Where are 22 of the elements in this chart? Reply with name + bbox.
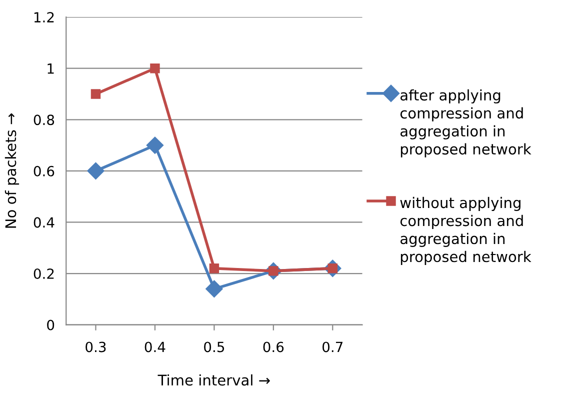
x-tick-label: 0.5	[204, 342, 224, 352]
x-tick-label: 0.3	[86, 342, 106, 352]
x-tick-label: 0.4	[144, 342, 166, 352]
y-axis-title: No of packets →	[4, 113, 20, 228]
point	[209, 264, 220, 274]
x-tick-label: 0.7	[322, 342, 342, 352]
x-axis-title: Time interval →	[158, 374, 270, 386]
point	[87, 162, 104, 180]
y-tick-label: 0.6	[34, 166, 54, 176]
point	[206, 280, 223, 298]
y-tick-label: 1.2	[34, 12, 54, 22]
y-tick-label: 1	[48, 63, 54, 74]
x-tick-label: 0.6	[263, 342, 284, 352]
legend-label: without applying compression and aggregation in proposed network	[400, 196, 532, 265]
y-tick-label: 0	[47, 320, 54, 330]
point	[150, 63, 160, 74]
point	[146, 136, 164, 154]
y-tick-label: 0.4	[34, 217, 54, 228]
legend-label: after applying compression and aggregation in proposed network	[400, 89, 532, 158]
y-tick-label: 0.8	[34, 114, 54, 126]
y-tick-label: 0.2	[34, 268, 54, 279]
point	[90, 89, 101, 99]
